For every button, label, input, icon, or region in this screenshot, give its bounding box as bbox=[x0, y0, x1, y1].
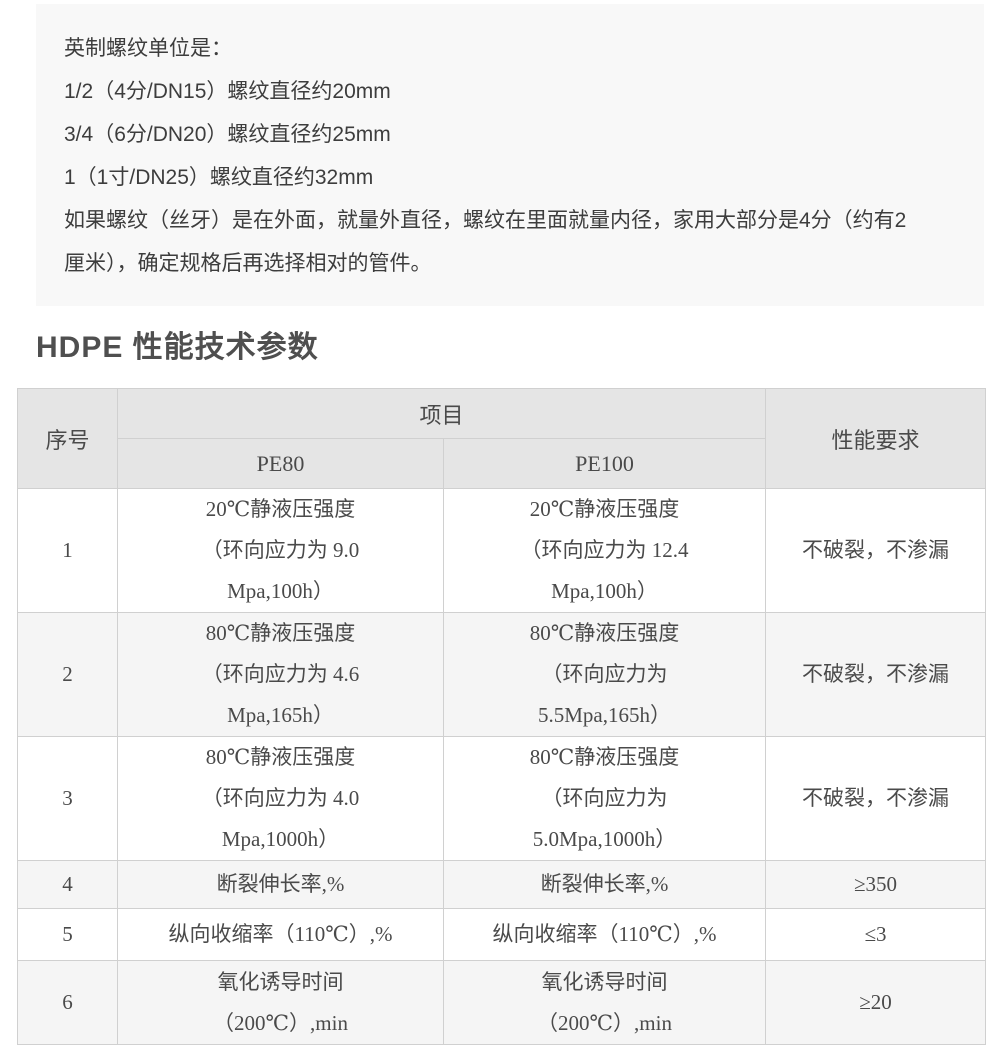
cell-requirement: 不破裂，不渗漏 bbox=[765, 488, 987, 613]
cell-pe80: 氧化诱导时间 （200℃）,min bbox=[117, 960, 444, 1045]
table-row: 6 氧化诱导时间 （200℃）,min 氧化诱导时间 （200℃）,min ≥2… bbox=[17, 960, 987, 1045]
cell-no: 1 bbox=[17, 488, 118, 613]
table-row: 4 断裂伸长率,% 断裂伸长率,% ≥350 bbox=[17, 860, 987, 909]
cell-requirement: 不破裂，不渗漏 bbox=[765, 736, 987, 861]
cell-pe100: 氧化诱导时间 （200℃）,min bbox=[442, 960, 767, 1045]
table-header: 序号 项目 性能要求 PE80 PE100 bbox=[17, 388, 987, 489]
cell-pe100: 纵向收缩率（110℃）,% bbox=[442, 908, 767, 961]
cell-requirement: ≥20 bbox=[765, 960, 987, 1045]
cell-pe80: 纵向收缩率（110℃）,% bbox=[117, 908, 444, 961]
cell-no: 5 bbox=[17, 908, 118, 961]
section-title: HDPE 性能技术参数 bbox=[36, 331, 319, 364]
cell-no: 3 bbox=[17, 736, 118, 861]
cell-pe100: 80℃静液压强度 （环向应力为 5.0Mpa,1000h） bbox=[442, 736, 767, 861]
cell-pe100: 80℃静液压强度 （环向应力为 5.5Mpa,165h） bbox=[442, 612, 767, 737]
hdpe-specs-table: 序号 项目 性能要求 PE80 PE100 1 20℃静液压强度 （环向应力为 … bbox=[17, 388, 987, 1045]
thread-size-info-box: 英制螺纹单位是： 1/2（4分/DN15）螺纹直径约20mm 3/4（6分/DN… bbox=[36, 4, 984, 306]
cell-requirement: 不破裂，不渗漏 bbox=[765, 612, 987, 737]
info-line-dn15: 1/2（4分/DN15）螺纹直径约20mm bbox=[64, 80, 391, 103]
header-pe100: PE100 bbox=[442, 438, 767, 489]
info-line-dn25: 1（1寸/DN25）螺纹直径约32mm bbox=[64, 166, 374, 189]
cell-pe80: 80℃静液压强度 （环向应力为 4.6 Mpa,165h） bbox=[117, 612, 444, 737]
table-row: 3 80℃静液压强度 （环向应力为 4.0 Mpa,1000h） 80℃静液压强… bbox=[17, 736, 987, 861]
cell-pe80: 80℃静液压强度 （环向应力为 4.0 Mpa,1000h） bbox=[117, 736, 444, 861]
cell-pe80: 断裂伸长率,% bbox=[117, 860, 444, 909]
header-project: 项目 bbox=[116, 388, 767, 439]
cell-no: 4 bbox=[17, 860, 118, 909]
table-row: 1 20℃静液压强度 （环向应力为 9.0 Mpa,100h） 20℃静液压强度… bbox=[17, 488, 987, 613]
header-index: 序号 bbox=[17, 388, 118, 489]
cell-pe100: 20℃静液压强度 （环向应力为 12.4 Mpa,100h） bbox=[442, 488, 767, 613]
table-row: 2 80℃静液压强度 （环向应力为 4.6 Mpa,165h） 80℃静液压强度… bbox=[17, 612, 987, 737]
cell-requirement: ≤3 bbox=[765, 908, 987, 961]
header-requirement: 性能要求 bbox=[765, 388, 987, 489]
info-line-dn20: 3/4（6分/DN20）螺纹直径约25mm bbox=[64, 123, 391, 146]
table-row: 5 纵向收缩率（110℃）,% 纵向收缩率（110℃）,% ≤3 bbox=[17, 908, 987, 961]
info-line-measure-tip: 如果螺纹（丝牙）是在外面，就量外直径，螺纹在里面就量内径，家用大部分是4分（约有… bbox=[64, 209, 907, 275]
header-pe80: PE80 bbox=[117, 438, 444, 489]
cell-requirement: ≥350 bbox=[765, 860, 987, 909]
cell-no: 2 bbox=[17, 612, 118, 737]
cell-pe80: 20℃静液压强度 （环向应力为 9.0 Mpa,100h） bbox=[117, 488, 444, 613]
cell-no: 6 bbox=[17, 960, 118, 1045]
info-line-title: 英制螺纹单位是： bbox=[64, 37, 232, 60]
cell-pe100: 断裂伸长率,% bbox=[442, 860, 767, 909]
